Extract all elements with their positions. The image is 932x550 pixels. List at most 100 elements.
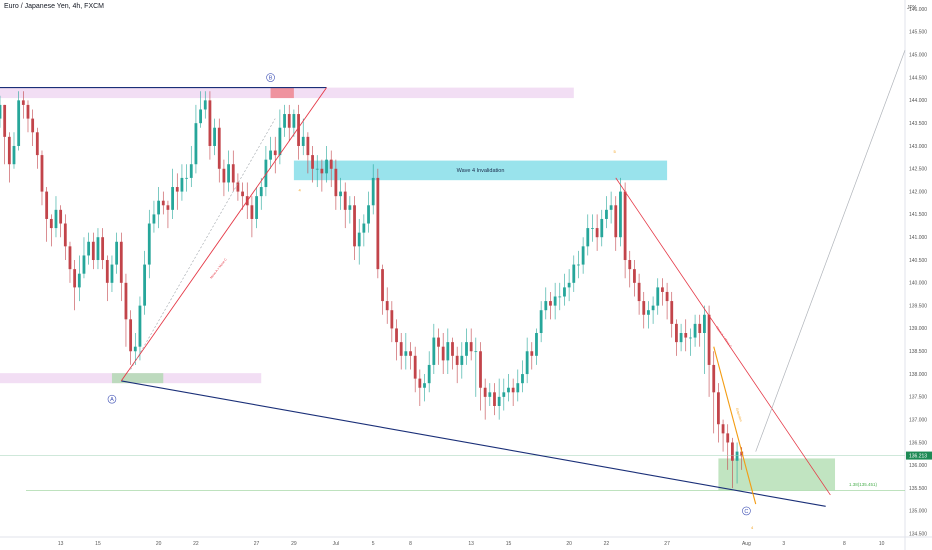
- candle-body: [250, 205, 254, 219]
- candle-body: [712, 364, 716, 393]
- candle-body: [213, 127, 216, 146]
- candle-body: [623, 191, 627, 261]
- projection-dotted: [130, 118, 276, 370]
- candle-body: [665, 291, 669, 302]
- candle-body: [199, 109, 202, 124]
- candle-body: [367, 205, 370, 224]
- price-tick: 136.500: [909, 440, 927, 446]
- price-tick: 136.000: [909, 463, 927, 469]
- candle-body: [637, 282, 641, 302]
- candle-body: [301, 136, 305, 146]
- candle-body: [269, 150, 272, 160]
- price-tick: 141.000: [909, 235, 927, 241]
- price-axis[interactable]: JPY 135.000 135.500 136.000 136.500 137.000 13…: [906, 5, 932, 538]
- zones: [0, 87, 836, 491]
- candle-body: [7, 136, 11, 165]
- price-tick: 138.500: [909, 349, 927, 355]
- candle-body: [707, 314, 711, 365]
- candle-body: [539, 310, 543, 334]
- candle-body: [591, 228, 594, 229]
- candle-body: [628, 260, 632, 270]
- candle-body: [651, 305, 655, 311]
- time-tick: 15: [95, 541, 101, 547]
- candles: [0, 91, 744, 489]
- candle-body: [45, 191, 49, 219]
- candle-body: [521, 374, 524, 384]
- last-price-value: 136.213: [909, 453, 927, 459]
- wave-circle: [266, 73, 275, 82]
- time-tick: 13: [468, 541, 474, 547]
- candle-body: [469, 342, 473, 352]
- candle-body: [185, 177, 188, 179]
- candle-body: [507, 387, 510, 393]
- candle-body: [147, 223, 151, 265]
- candle-body: [451, 342, 454, 356]
- candle-body: [259, 187, 263, 197]
- candle-body: [110, 264, 114, 283]
- candle-body: [283, 114, 286, 128]
- candle-body: [679, 333, 683, 343]
- candle-body: [483, 387, 487, 397]
- invalidation-label: Wave 4 Invalidation: [457, 168, 505, 174]
- candle-body: [474, 351, 478, 353]
- candle-body: [656, 287, 660, 306]
- time-tick: 13: [58, 541, 64, 547]
- candle-body: [124, 282, 128, 320]
- candle-body: [577, 264, 580, 266]
- candle-body: [488, 392, 492, 397]
- candle-body: [362, 223, 366, 233]
- candle-body: [423, 383, 426, 388]
- time-tick: 29: [291, 541, 297, 547]
- candle-body: [115, 241, 119, 265]
- trendline-c: [615, 177, 831, 496]
- candle-body: [133, 346, 137, 352]
- time-tick: 15: [506, 541, 512, 547]
- candle-body: [465, 342, 468, 356]
- candle-body: [236, 182, 240, 192]
- candle-body: [129, 319, 133, 352]
- wave-label-c: C: [742, 506, 751, 516]
- candle-body: [535, 333, 538, 356]
- price-tick: 146.000: [909, 7, 927, 13]
- candle-body: [17, 100, 21, 146]
- candle-body: [675, 323, 678, 343]
- price-tick: 140.000: [909, 281, 927, 287]
- candle-body: [0, 104, 2, 119]
- orange-line: [713, 346, 757, 505]
- candle-body: [194, 123, 198, 165]
- trendline-a: [120, 87, 327, 382]
- candle-body: [441, 346, 445, 361]
- candle-body: [600, 218, 604, 238]
- candle-body: [189, 164, 193, 178]
- candle-body: [455, 355, 459, 365]
- candle-body: [63, 223, 67, 247]
- candle-body: [105, 260, 109, 283]
- price-tick: 142.000: [909, 189, 927, 195]
- candle-body: [502, 392, 506, 397]
- candle-body: [343, 191, 347, 210]
- candle-body: [26, 104, 30, 119]
- candle-body: [390, 310, 394, 329]
- candle-body: [525, 351, 529, 375]
- time-axis[interactable]: 13 15 20 22 27 29 Jul 5 8 13 15 20 22 27 Aug 3 8 10: [58, 541, 885, 547]
- candle-body: [642, 301, 646, 315]
- candle-body: [558, 296, 562, 298]
- candle-body: [371, 177, 375, 206]
- candle-body: [418, 378, 422, 388]
- candle-body: [703, 314, 706, 334]
- time-tick: 27: [254, 541, 260, 547]
- candle-body: [49, 218, 53, 229]
- price-tick: 143.000: [909, 144, 927, 150]
- price-tick: 135.000: [909, 509, 927, 515]
- last-price-badge: [906, 451, 932, 460]
- candle-body: [609, 205, 613, 210]
- candle-body: [138, 305, 142, 347]
- candle-body: [68, 246, 72, 270]
- projection-line: [755, 50, 906, 452]
- price-tick: 144.000: [909, 98, 927, 104]
- small-label-5: 5: [613, 149, 616, 154]
- candle-body: [166, 205, 170, 210]
- fib-label: 1.38(135.451): [849, 482, 878, 487]
- candle-body: [35, 132, 39, 156]
